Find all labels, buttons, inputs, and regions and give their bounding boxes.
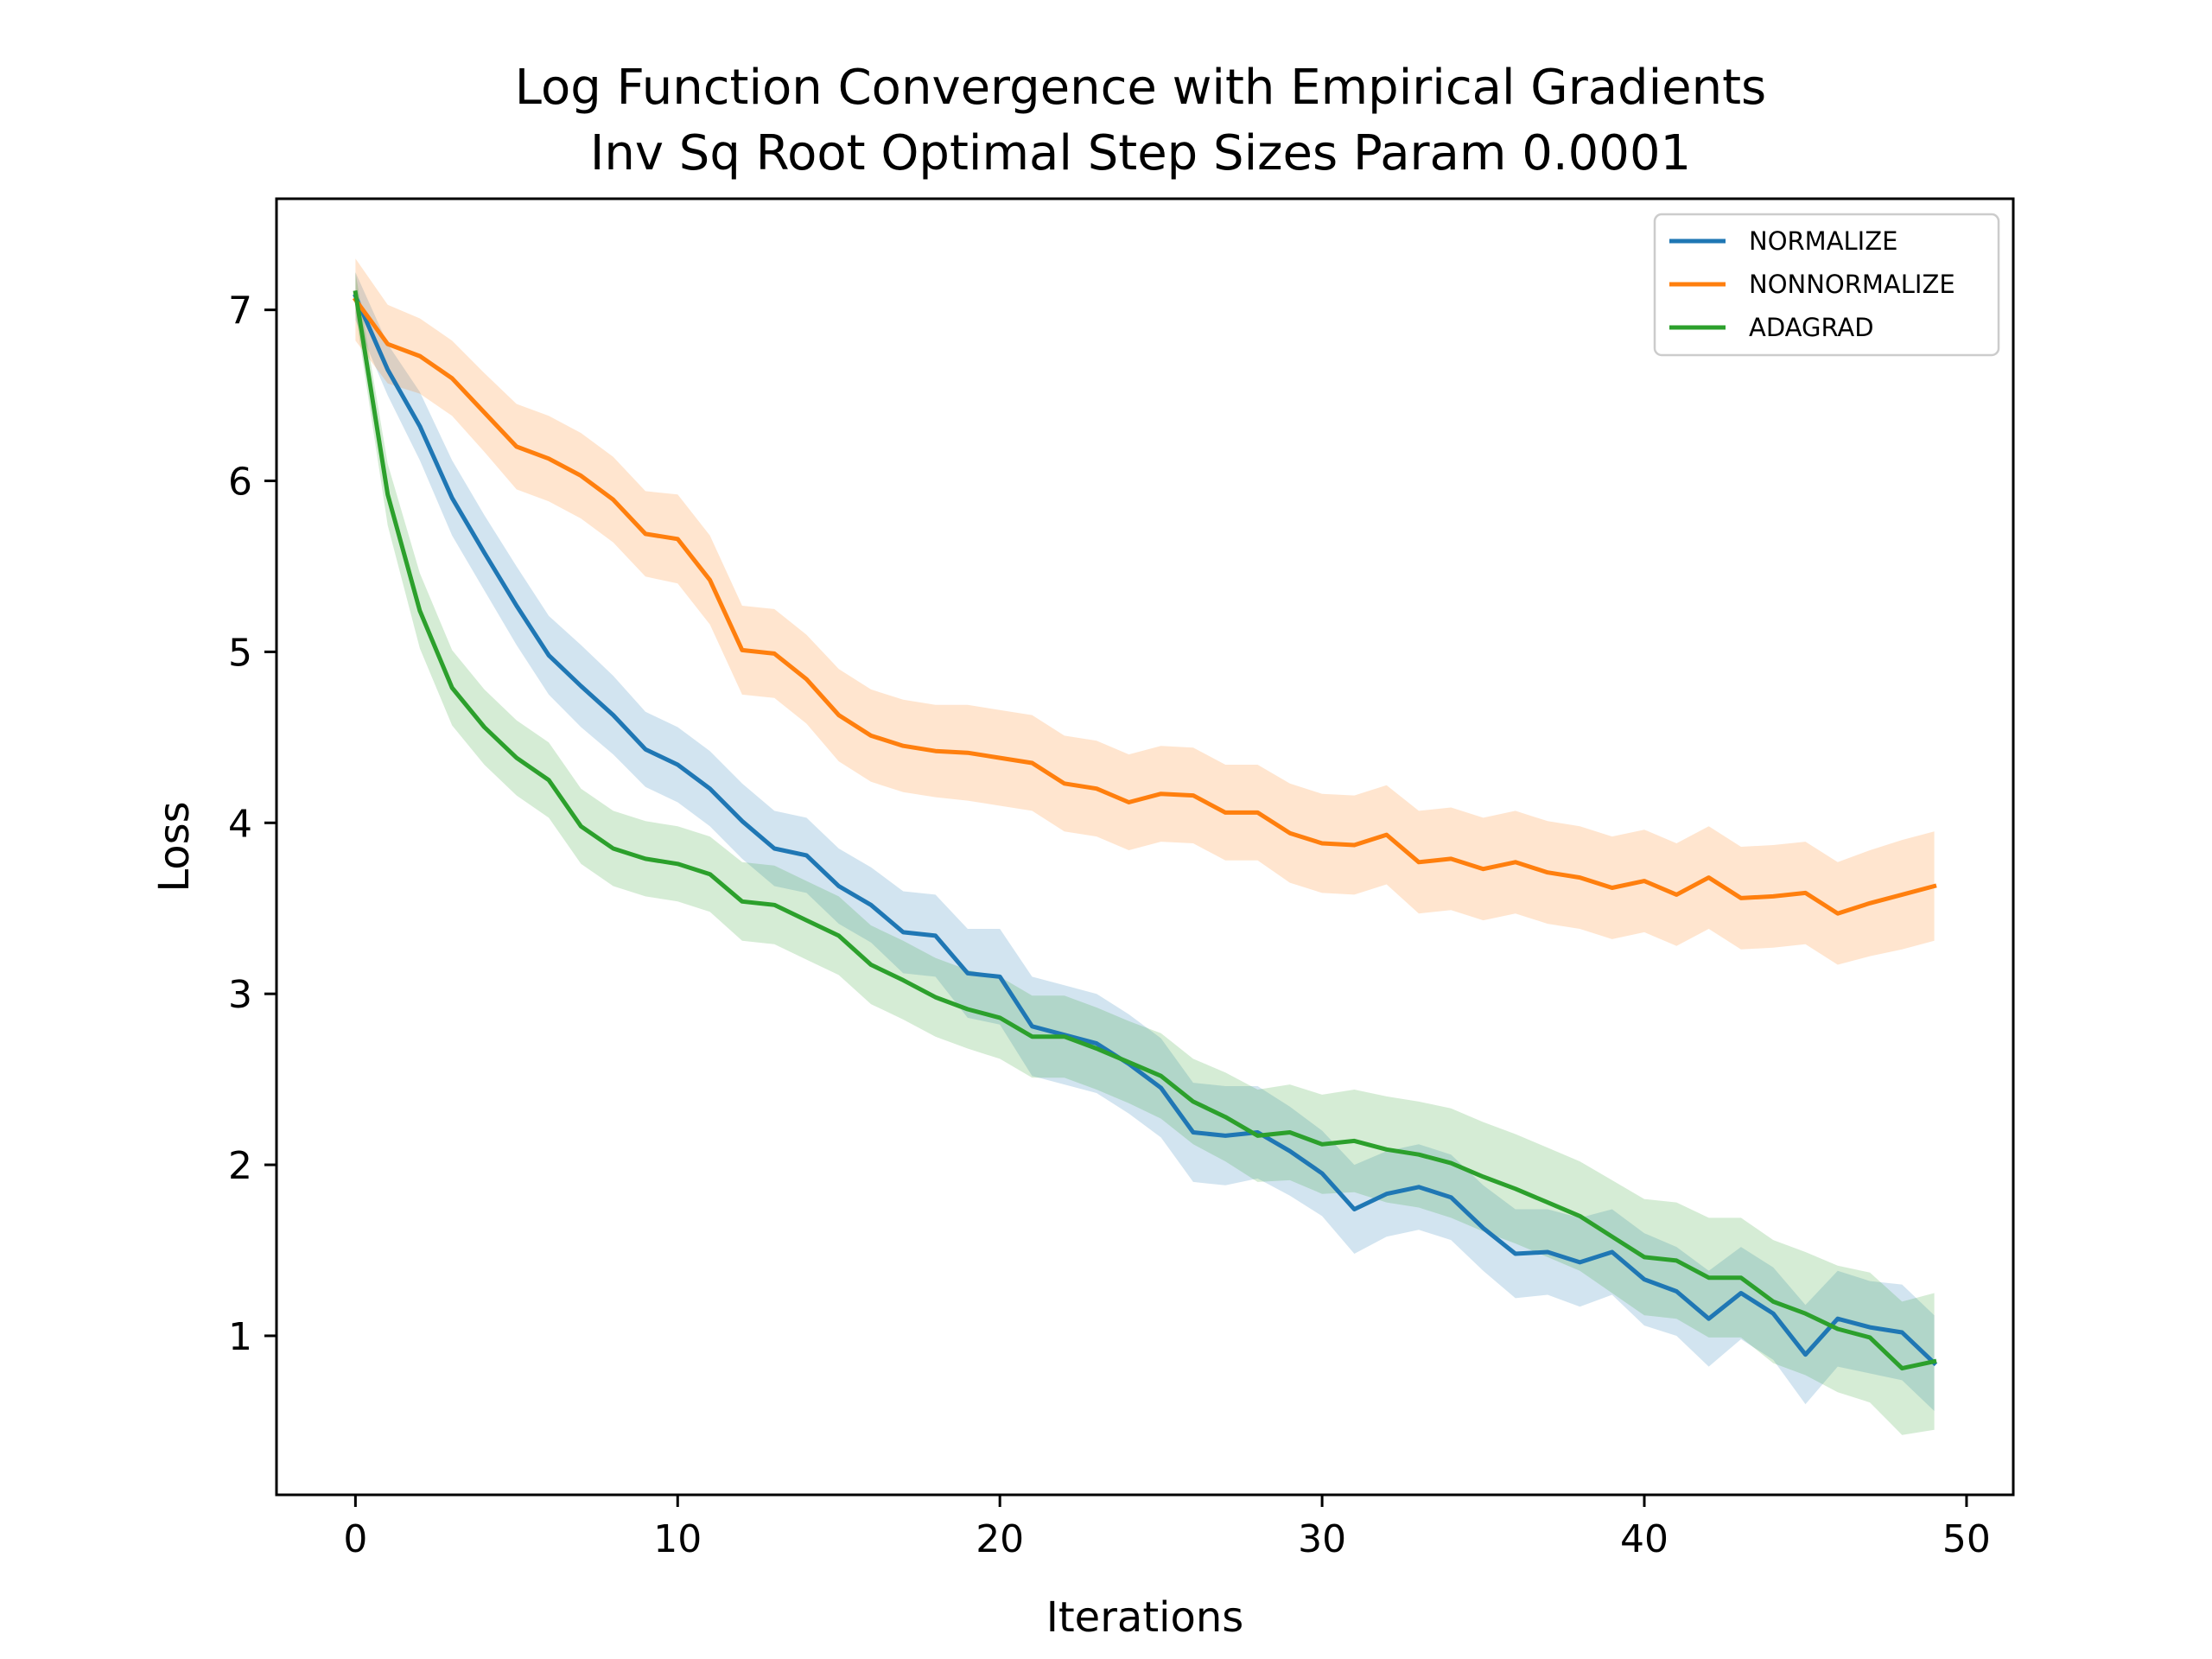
plot-area: [352, 258, 1938, 1435]
y-tick-label: 7: [228, 289, 252, 334]
x-tick-label: 50: [1942, 1517, 1991, 1561]
x-tick-label: 0: [343, 1517, 367, 1561]
y-tick-label: 3: [228, 973, 252, 1017]
legend: NORMALIZE NONNORMALIZE ADAGRAD: [1653, 213, 2000, 357]
series-line-nonnormalize: [352, 296, 1937, 916]
y-tick-label: 6: [228, 461, 252, 505]
x-tick-label: 30: [1298, 1517, 1346, 1561]
legend-label-adagrad: ADAGRAD: [1749, 313, 1874, 342]
legend-box: [1653, 213, 2000, 357]
x-axis-label: Iterations: [1046, 1593, 1244, 1642]
y-tick-label: 4: [228, 802, 252, 846]
chart-title-line-2: Inv Sq Root Optimal Step Sizes Param 0.0…: [590, 125, 1691, 181]
series-line-normalize: [353, 293, 1938, 1367]
legend-label-nonnormalize: NONNORMALIZE: [1749, 270, 1955, 299]
band-normalize: [355, 272, 1935, 1412]
y-tick-label: 5: [228, 631, 252, 675]
legend-label-normalize: NORMALIZE: [1749, 226, 1897, 256]
y-tick-label: 1: [228, 1315, 252, 1359]
y-tick-label: 2: [228, 1144, 252, 1188]
x-tick-label: 10: [653, 1517, 702, 1561]
y-axis-label: Loss: [150, 801, 199, 892]
chart-title-line-1: Log Function Convergence with Empirical …: [515, 60, 1766, 116]
x-tick-label: 40: [1620, 1517, 1669, 1561]
series-line-adagrad: [353, 289, 1937, 1371]
axes-frame: [275, 197, 2015, 1497]
x-tick-label: 20: [976, 1517, 1024, 1561]
x-axis: 0 10 20 30 40 50: [343, 1495, 1991, 1561]
y-axis: 1 2 3 4 5 6 7: [228, 289, 276, 1359]
